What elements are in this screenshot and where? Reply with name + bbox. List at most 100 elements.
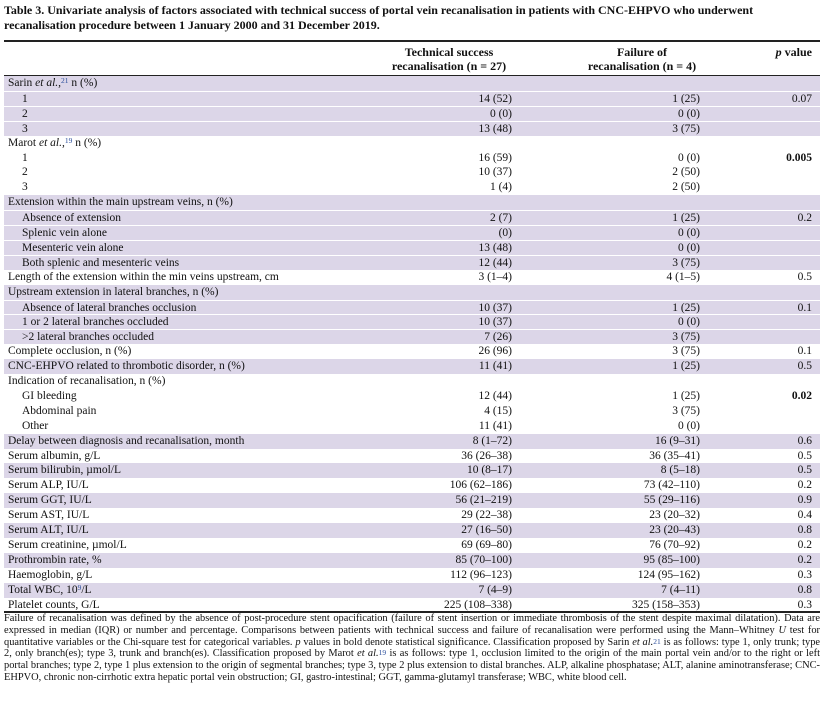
column-header: recanalisation (n = 4) — [587, 59, 697, 73]
cell-value: 12 (44) — [478, 256, 512, 269]
table-title: Table 3. Univariate analysis of factors … — [4, 3, 754, 32]
cell-value: 11 (41) — [478, 419, 512, 432]
text-segment: Failure of recanalisation was defined by… — [4, 613, 820, 636]
text-segment: is as follows: type 1, only trunk; type … — [4, 636, 820, 660]
table-row: Both splenic and mesenteric veins 12 (44)… — [4, 254, 820, 270]
cell-value: 8 (5–18) — [660, 464, 700, 477]
row-label: Serum ALT, IU/L — [8, 524, 89, 536]
cell-value: 56 (21–219) — [455, 494, 512, 507]
text-segment: U — [778, 624, 786, 636]
cell-value: 0.2 — [797, 538, 812, 551]
cell-value: 0.9 — [797, 494, 812, 507]
row-label: Serum GGT, IU/L — [8, 494, 92, 507]
cell-value: 8 (1–72) — [472, 434, 512, 447]
table-row: CNC-EHPVO related to thrombotic disorder… — [4, 359, 820, 375]
row-label: Upstream extension in lateral branches, … — [8, 285, 219, 298]
cell-value: 36 (35–41) — [649, 449, 700, 462]
row-label: Platelet counts, G/L — [8, 598, 100, 611]
cell-value: 16 (9–31) — [654, 434, 700, 447]
row-label: 1 — [22, 92, 28, 105]
cell-value: 0 (0) — [677, 107, 700, 120]
row-label: Serum bilirubin, µmol/L — [8, 464, 121, 477]
cell-value: 1 (25) — [672, 301, 700, 314]
cell-value: 23 (20–43) — [649, 524, 700, 536]
cell-value: 10 (37) — [478, 166, 512, 179]
row-label: Sarin et al.,21 n (%) — [8, 76, 97, 91]
table-row: GI bleeding 12 (44) 1 (25) 0.02 — [4, 389, 820, 404]
row-label: 2 — [22, 107, 28, 120]
text-segment: Total WBC, 10 — [8, 583, 78, 596]
row-label: 3 — [22, 122, 28, 135]
row-label: Total WBC, 109/L — [8, 583, 92, 598]
cell-value: 3 (75) — [672, 331, 700, 344]
text-segment: et al. — [632, 636, 654, 648]
cell-value: 0.1 — [797, 301, 812, 314]
table-row: Extension within the main upstream veins… — [4, 195, 820, 211]
cell-value: 3 (75) — [672, 345, 700, 358]
cell-value: 3 (75) — [672, 404, 700, 417]
cell-value: 69 (69–80) — [461, 538, 512, 551]
table-row: Serum AST, IU/L 29 (22–38) 23 (20–32) 0.4 — [4, 508, 820, 523]
row-label: Prothrombin rate, % — [8, 553, 102, 566]
cell-value: 1 (25) — [672, 212, 700, 225]
cell-value: 73 (42–110) — [643, 479, 700, 492]
cell-value: 85 (70–100) — [455, 553, 512, 566]
table-row: 3 1 (4) 2 (50) — [4, 180, 820, 195]
cell-value: 7 (4–11) — [661, 583, 700, 596]
table-row: 1 14 (52) 1 (25) 0.07 — [4, 90, 820, 106]
column-header: Technical success — [404, 45, 494, 59]
cell-value: 4 (1–5) — [666, 270, 700, 283]
text-segment: et al., — [38, 136, 65, 149]
table-row: Other 11 (41) 0 (0) — [4, 419, 820, 434]
table-row: 2 0 (0) 0 (0) — [4, 105, 820, 121]
row-label: Indication of recanalisation, n (%) — [8, 375, 166, 387]
table-row: Sarin et al.,21 n (%) — [4, 76, 820, 91]
table-row: Abdominal pain 4 (15) 3 (75) — [4, 404, 820, 419]
text-segment: 21 — [61, 76, 69, 85]
table-row: Delay between diagnosis and recanalisati… — [4, 433, 820, 449]
row-label: Haemoglobin, g/L — [8, 568, 93, 581]
text-segment: et al., — [35, 77, 62, 89]
cell-value: 76 (70–92) — [649, 538, 700, 551]
row-label: Extension within the main upstream veins… — [8, 196, 233, 209]
text-segment: 9 — [77, 582, 82, 592]
cell-value: 26 (96) — [478, 345, 512, 358]
cell-value: 0 (0) — [677, 316, 700, 329]
cell-value: 3 (75) — [672, 256, 700, 269]
table-row: Platelet counts, G/L 225 (108–338) 325 (15… — [4, 598, 820, 613]
cell-value: 325 (158–353) — [631, 598, 700, 611]
row-label: GI bleeding — [22, 389, 77, 402]
table-row: Indication of recanalisation, n (%) — [4, 374, 820, 389]
text-segment: p — [775, 45, 782, 59]
cell-value: 112 (96–123) — [450, 568, 512, 581]
text-segment: 21 — [653, 636, 661, 646]
row-label: Serum albumin, g/L — [8, 449, 101, 462]
rule — [4, 75, 820, 76]
cell-value: 0.2 — [797, 212, 812, 225]
table-row: Haemoglobin, g/L 112 (96–123) 124 (95–162)… — [4, 568, 820, 583]
cell-value: 10 (8–17) — [466, 464, 512, 477]
cell-value: 0.5 — [797, 449, 812, 462]
text-segment: n (%) — [68, 77, 98, 89]
row-label: 1 — [22, 151, 28, 164]
cell-value: 1 (25) — [672, 92, 700, 105]
row-label: CNC-EHPVO related to thrombotic disorder… — [8, 360, 245, 373]
table-row: Marot et al.,19 n (%) — [4, 136, 820, 151]
row-label: Length of the extension within the min v… — [8, 270, 279, 283]
table-row: Upstream extension in lateral branches, … — [4, 284, 820, 300]
cell-value: 0.2 — [797, 479, 812, 492]
cell-value: 29 (22–38) — [461, 509, 512, 522]
cell-value: 2 (50) — [672, 166, 700, 179]
table-row: Length of the extension within the min v… — [4, 270, 820, 285]
cell-value: 0.2 — [797, 553, 812, 566]
table-row: Total WBC, 109/L 7 (4–9) 7 (4–11) 0.8 — [4, 582, 820, 598]
cell-value: 0 (0) — [489, 107, 512, 120]
row-label: Mesenteric vein alone — [22, 241, 124, 254]
cell-value: 0.4 — [797, 509, 812, 522]
table-row: Prothrombin rate, % 85 (70–100) 95 (85–100… — [4, 552, 820, 568]
table-row: Absence of lateral branches occlusion 10 … — [4, 299, 820, 315]
table-row: Serum GGT, IU/L 56 (21–219) 55 (29–116) 0.9 — [4, 493, 820, 509]
table-row: >2 lateral branches occluded 7 (26) 3 (75) — [4, 329, 820, 345]
table-row: Mesenteric vein alone 13 (48) 0 (0) — [4, 239, 820, 255]
cell-value: 4 (15) — [484, 404, 512, 417]
